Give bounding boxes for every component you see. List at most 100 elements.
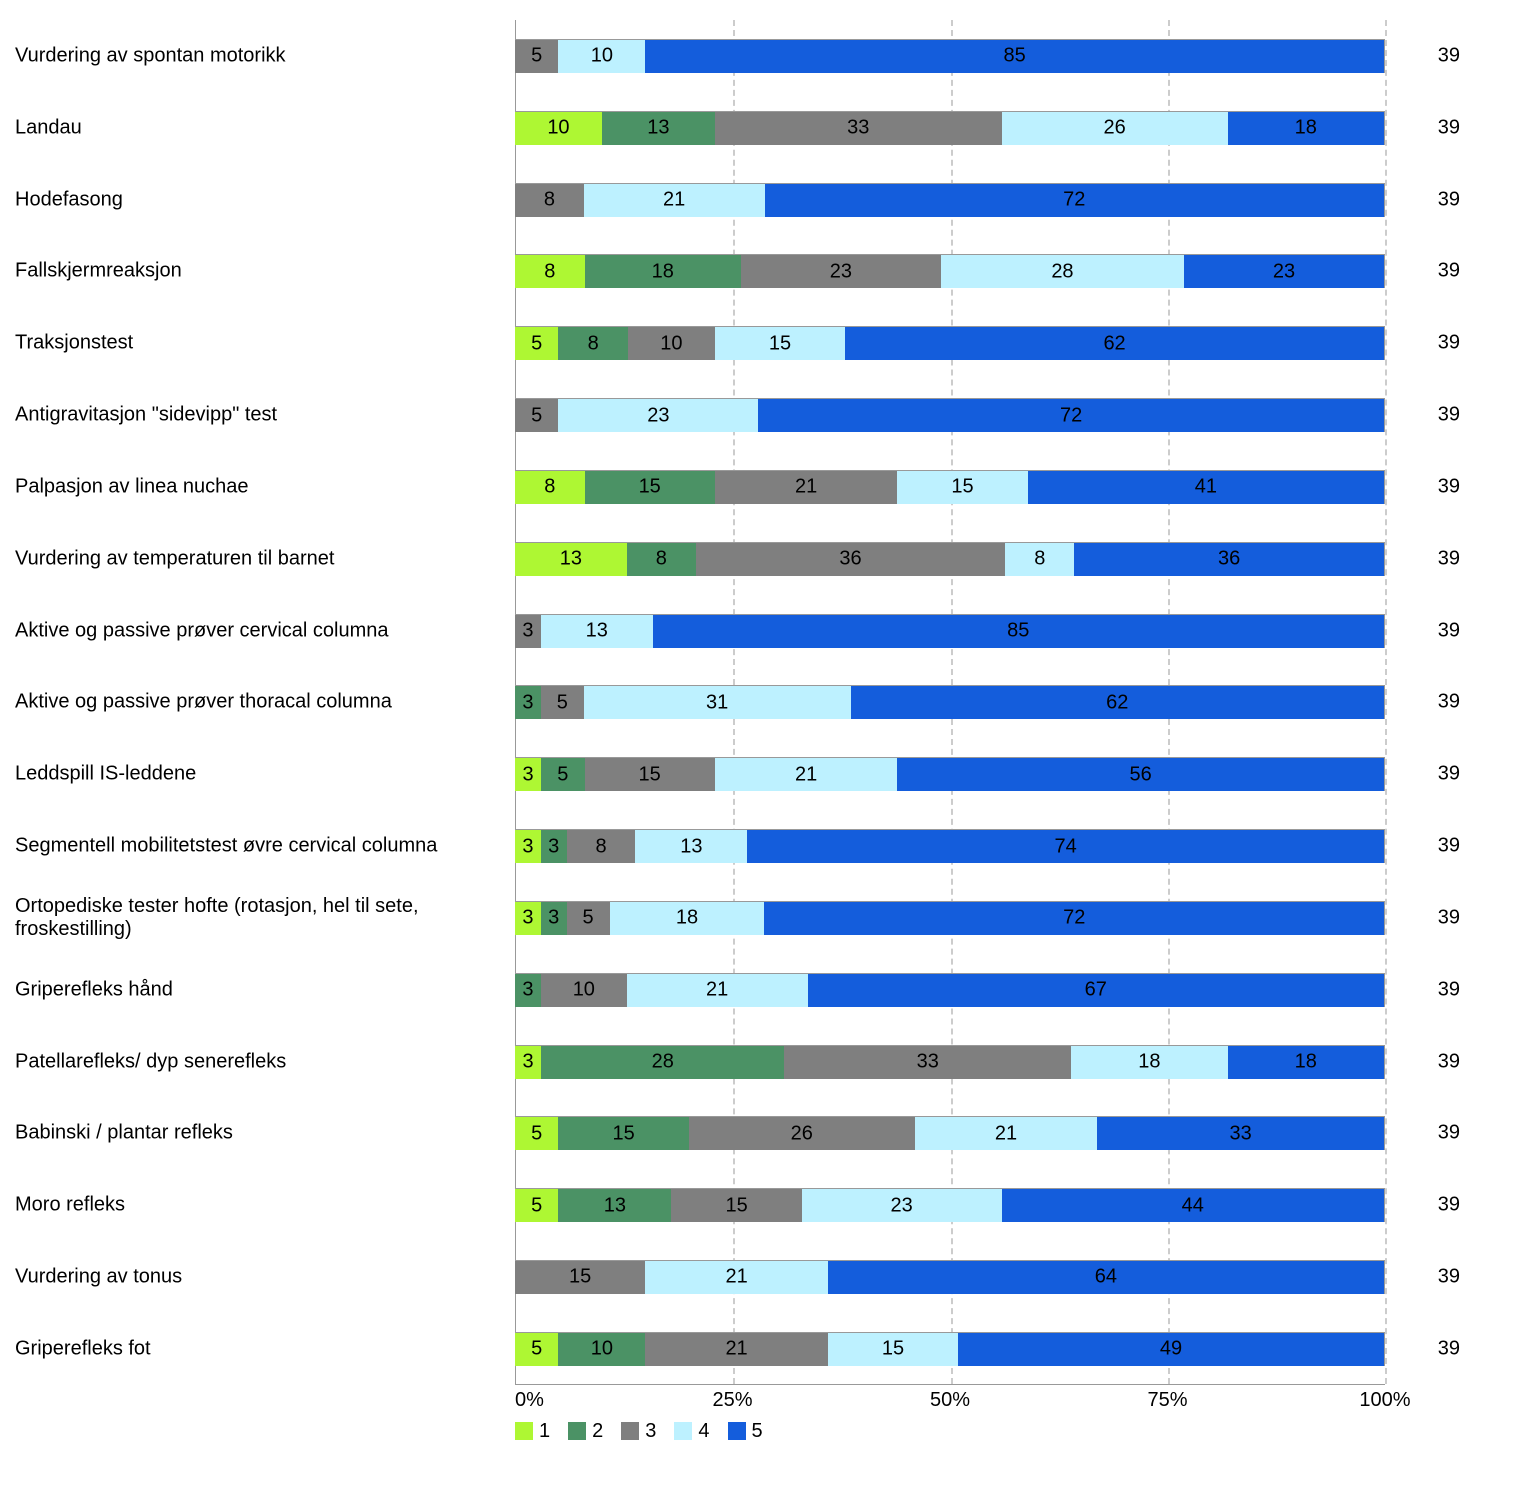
segment-value: 5 xyxy=(531,1194,542,1217)
segment-value: 13 xyxy=(586,620,608,643)
stacked-bar: 33 5 18 72 xyxy=(515,901,1385,935)
chart-row: Vurdering av spontan motorikk3951085 xyxy=(15,35,1460,77)
row-count: 39 xyxy=(1400,547,1460,570)
segment-value: 18 xyxy=(1138,1051,1160,1074)
legend-item: 5 xyxy=(728,1420,763,1443)
segment-value: 44 xyxy=(1182,1194,1204,1217)
segment-value: 21 xyxy=(725,1266,747,1289)
bar-segment-s1: 5 xyxy=(515,1189,558,1222)
segment-value: 72 xyxy=(1063,907,1085,930)
legend-swatch xyxy=(728,1422,746,1440)
chart-row: Aktive og passive prøver thoracal column… xyxy=(15,681,1460,723)
row-count: 39 xyxy=(1400,906,1460,929)
legend-item: 2 xyxy=(568,1420,603,1443)
segment-value: 21 xyxy=(795,476,817,499)
bar-segment-s5: 44 xyxy=(1002,1189,1384,1222)
bar-segment-s1: 8 xyxy=(515,255,585,288)
row-count: 39 xyxy=(1400,1050,1460,1073)
stacked-bar-chart: Vurdering av spontan motorikk3951085Land… xyxy=(0,0,1515,1495)
segment-value: 10 xyxy=(591,1338,613,1361)
bar-segment-s2: 8 xyxy=(627,543,696,576)
bar-segment-s1: 3 xyxy=(515,1046,541,1079)
chart-row: Fallskjermreaksjon39818232823 xyxy=(15,250,1460,292)
segment-value: 5 xyxy=(531,1338,542,1361)
segment-value: 18 xyxy=(652,260,674,283)
legend-swatch xyxy=(515,1422,533,1440)
bar-segment-s4: 10 xyxy=(558,40,645,73)
bar-segment-s3: 3 xyxy=(515,615,541,648)
bar-segment-s2: 3 xyxy=(515,974,541,1007)
segment-value: 3 xyxy=(522,907,533,930)
row-label: Moro refleks xyxy=(15,1194,505,1217)
bar-segment-s2: 8 xyxy=(558,327,628,360)
segment-value: 3 xyxy=(548,907,559,930)
segment-value: 33 xyxy=(1229,1122,1251,1145)
bar-segment-s2: 5 xyxy=(541,758,584,791)
segment-value: 18 xyxy=(676,907,698,930)
chart-row: Griperefleks hånd393102167 xyxy=(15,969,1460,1011)
segment-value: 72 xyxy=(1060,404,1082,427)
segment-value: 15 xyxy=(612,1122,634,1145)
bar-segment-s2: 13 xyxy=(602,112,715,145)
segment-value: 23 xyxy=(891,1194,913,1217)
segment-value: 10 xyxy=(573,979,595,1002)
row-label: Griperefleks fot xyxy=(15,1337,505,1360)
legend-swatch xyxy=(674,1422,692,1440)
stacked-bar: 152164 xyxy=(515,1260,1385,1294)
bar-segment-s3: 26 xyxy=(689,1117,915,1150)
bar-segment-s4: 23 xyxy=(558,399,758,432)
bar-segment-s4: 8 xyxy=(1005,543,1074,576)
segment-value: 67 xyxy=(1085,979,1107,1002)
segment-value: 49 xyxy=(1160,1338,1182,1361)
bar-segment-s1: 5 xyxy=(515,1117,558,1150)
segment-value: 5 xyxy=(557,763,568,786)
bar-segment-s2: 10 xyxy=(558,1333,645,1366)
bar-segment-s1: 5 xyxy=(515,327,558,360)
segment-value: 3 xyxy=(548,835,559,858)
bar-segment-s4: 18 xyxy=(1071,1046,1227,1079)
bar-segment-s3: 23 xyxy=(741,255,941,288)
chart-row: Traksjonstest3958101562 xyxy=(15,322,1460,364)
chart-row: Antigravitasjon "sidevipp" test3952372 xyxy=(15,394,1460,436)
x-tick-label: 75% xyxy=(1147,1389,1187,1412)
row-label: Vurdering av spontan motorikk xyxy=(15,44,505,67)
chart-row: Landau391013332618 xyxy=(15,107,1460,149)
chart-row: Ortopediske tester hofte (rotasjon, hel … xyxy=(15,897,1460,939)
bar-segment-s5: 62 xyxy=(851,686,1384,719)
segment-value: 21 xyxy=(663,189,685,212)
stacked-bar: 35152156 xyxy=(515,757,1385,791)
legend-label: 3 xyxy=(645,1420,656,1443)
segment-value: 3 xyxy=(522,620,533,643)
x-tick-label: 100% xyxy=(1359,1389,1410,1412)
bar-segment-s3: 15 xyxy=(585,758,715,791)
row-label: Hodefasong xyxy=(15,188,505,211)
row-label: Antigravitasjon "sidevipp" test xyxy=(15,404,505,427)
bar-segment-s4: 21 xyxy=(645,1261,827,1294)
bar-segment-s1: 13 xyxy=(515,543,627,576)
legend-item: 4 xyxy=(674,1420,709,1443)
bar-segment-s1: 5 xyxy=(515,1333,558,1366)
bar-segment-s3: 21 xyxy=(715,471,897,504)
segment-value: 26 xyxy=(791,1122,813,1145)
row-label: Vurdering av tonus xyxy=(15,1265,505,1288)
segment-value: 15 xyxy=(569,1266,591,1289)
segment-value: 5 xyxy=(583,907,594,930)
segment-value: 28 xyxy=(1051,260,1073,283)
segment-value: 18 xyxy=(1295,117,1317,140)
segment-value: 72 xyxy=(1063,189,1085,212)
segment-value: 5 xyxy=(531,45,542,68)
stacked-bar: 3381374 xyxy=(515,829,1385,863)
legend-item: 3 xyxy=(621,1420,656,1443)
bar-segment-s4: 21 xyxy=(627,974,808,1007)
legend-label: 4 xyxy=(698,1420,709,1443)
x-tick-label: 0% xyxy=(515,1389,544,1412)
bar-segment-s3: 5 xyxy=(567,902,610,935)
row-label: Leddspill IS-leddene xyxy=(15,763,505,786)
bar-segment-s1: 3 xyxy=(515,758,541,791)
bar-segment-s4: 13 xyxy=(635,830,747,863)
bar-segment-s5: 18 xyxy=(1228,112,1384,145)
bar-segment-s3: 36 xyxy=(696,543,1006,576)
legend-label: 1 xyxy=(539,1420,550,1443)
row-label: Palpasjon av linea nuchae xyxy=(15,475,505,498)
bar-segment-s3: 10 xyxy=(628,327,715,360)
